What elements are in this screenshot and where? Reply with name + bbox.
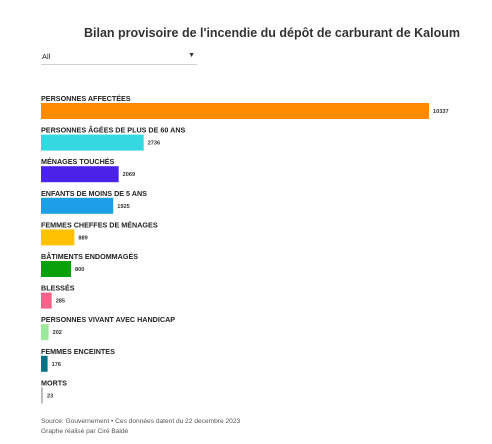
value-label: 1925 bbox=[117, 204, 129, 210]
bar[interactable] bbox=[41, 324, 49, 341]
bar[interactable] bbox=[41, 387, 43, 404]
chevron-down-icon: ▼ bbox=[188, 52, 195, 59]
filter-selected-value: All bbox=[42, 52, 51, 61]
bar[interactable] bbox=[41, 229, 75, 246]
category-label: BLESSÉS bbox=[41, 284, 75, 293]
bar[interactable] bbox=[41, 166, 119, 183]
category-label: PERSONNES AFFECTÉES bbox=[41, 94, 131, 103]
bar[interactable] bbox=[41, 103, 429, 119]
credit-line: Graphe réalisé par Ciré Baldé bbox=[41, 428, 129, 435]
category-label: MORTS bbox=[41, 378, 67, 387]
value-label: 889 bbox=[78, 235, 87, 241]
value-label: 10337 bbox=[433, 109, 449, 115]
category-label: BÂTIMENTS ENDOMMAGÉS bbox=[41, 252, 138, 261]
source-line: Source: Gouvernement • Ces données daten… bbox=[41, 418, 241, 425]
value-label: 23 bbox=[47, 393, 53, 399]
value-label: 285 bbox=[56, 299, 65, 305]
bar[interactable] bbox=[41, 355, 48, 372]
category-label: FEMMES ENCEINTES bbox=[41, 347, 115, 356]
category-label: ENFANTS DE MOINS DE 5 ANS bbox=[41, 189, 147, 198]
value-label: 176 bbox=[52, 362, 61, 368]
value-label: 800 bbox=[75, 267, 84, 273]
category-label: FEMMES CHEFFES DE MÉNAGES bbox=[41, 220, 158, 229]
category-label: MÉNAGES TOUCHÉS bbox=[41, 157, 115, 166]
category-label: PERSONNES ÂGÉES DE PLUS DE 60 ANS bbox=[41, 126, 186, 135]
filter-dropdown[interactable]: All ▼ bbox=[41, 50, 197, 65]
value-label: 2736 bbox=[148, 141, 160, 147]
bar[interactable] bbox=[41, 197, 114, 214]
bar[interactable] bbox=[41, 292, 52, 309]
bar[interactable] bbox=[41, 134, 144, 151]
bar[interactable] bbox=[41, 261, 72, 277]
source-note: Source: Gouvernement • Ces données daten… bbox=[41, 417, 240, 437]
value-label: 202 bbox=[53, 330, 62, 336]
chart-title: Bilan provisoire de l'incendie du dépôt … bbox=[84, 26, 460, 40]
value-label: 2069 bbox=[123, 172, 135, 178]
category-label: PERSONNES VIVANT AVEC HANDICAP bbox=[41, 315, 175, 324]
